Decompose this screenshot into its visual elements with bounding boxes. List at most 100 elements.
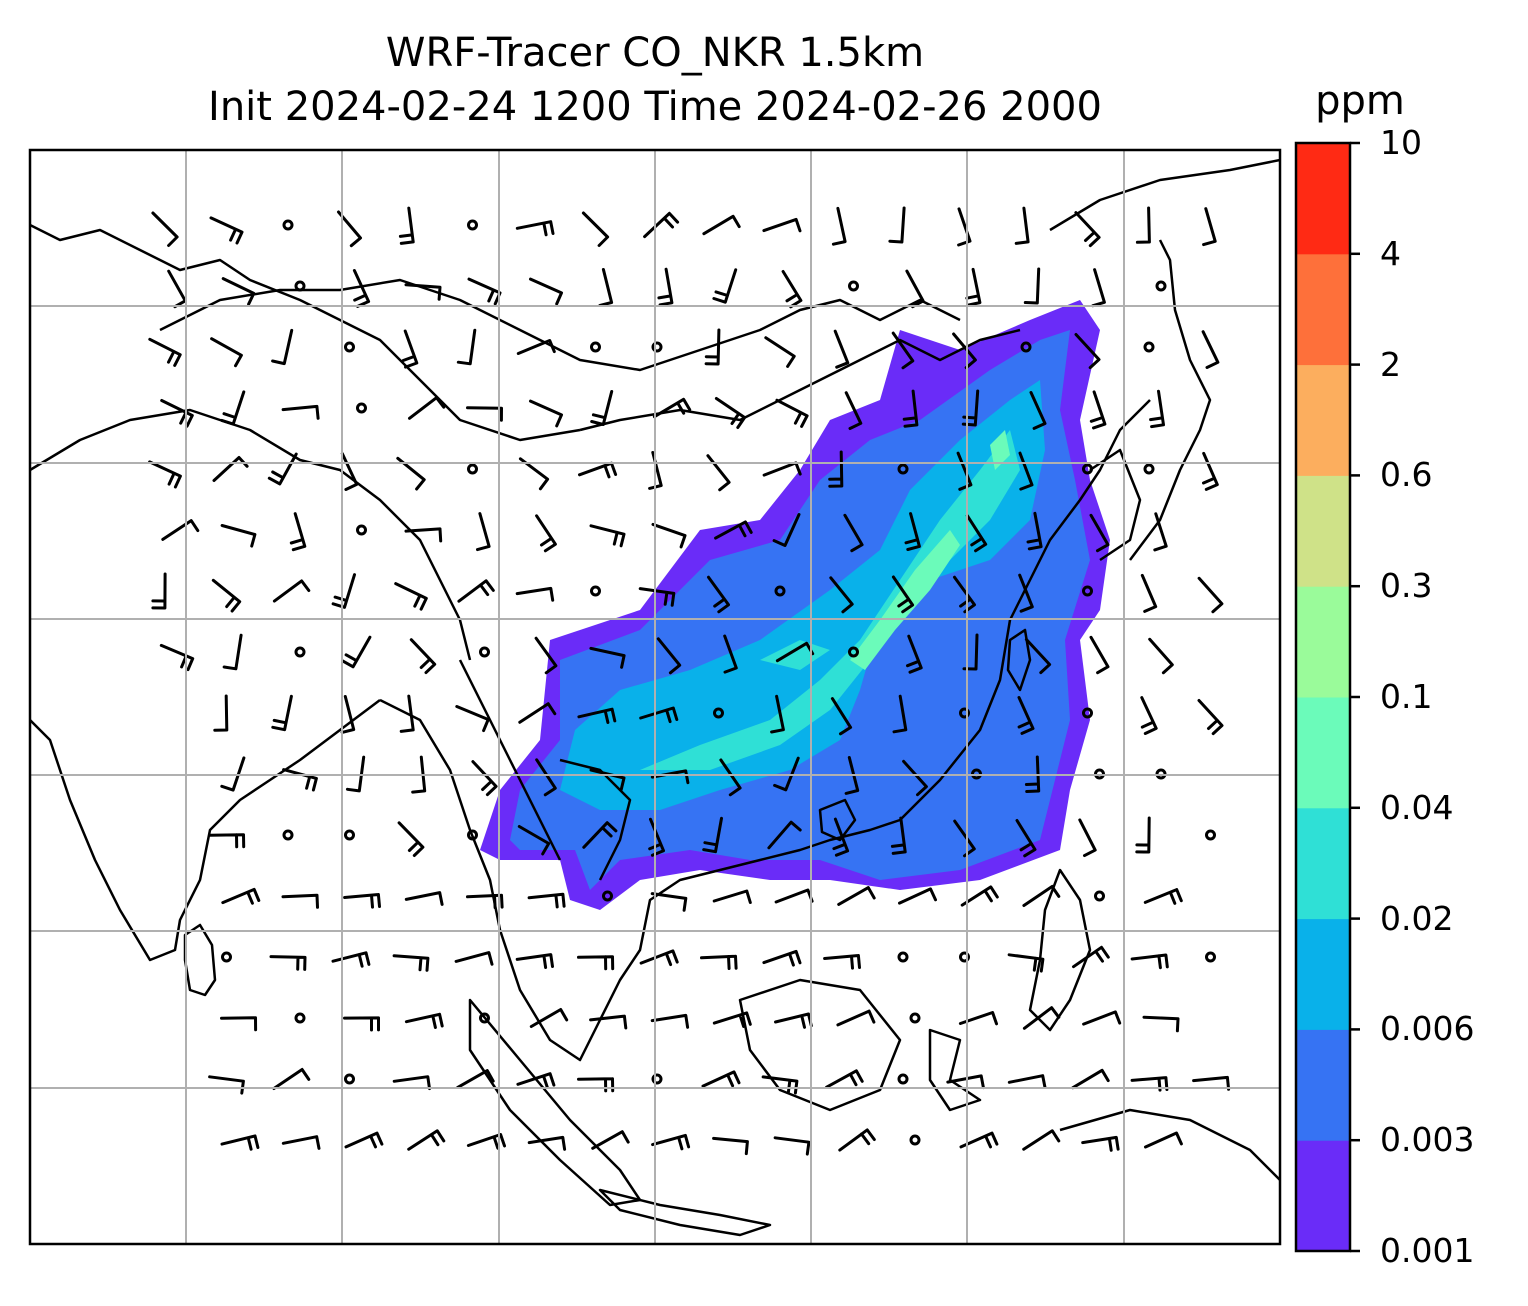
wind-barb <box>220 390 246 426</box>
wind-barb <box>888 206 906 244</box>
calm-wind-circle <box>1205 829 1216 841</box>
coastline-new-guinea <box>1059 1108 1280 1181</box>
wind-barb <box>1015 819 1037 858</box>
wind-barb <box>392 1075 431 1091</box>
calm-wind-circle <box>590 585 601 597</box>
wind-barb <box>272 1068 311 1090</box>
coastline-northeast <box>1049 158 1280 232</box>
wind-barb <box>702 214 741 236</box>
wind-barb <box>833 329 850 369</box>
wind-barb <box>701 1070 741 1088</box>
wind-barb <box>282 768 318 792</box>
wind-barb <box>902 389 919 428</box>
wind-barb <box>1089 635 1110 675</box>
wind-barb <box>965 267 982 307</box>
calm-wind-circle <box>344 1073 355 1085</box>
wind-barb-layer <box>148 206 1231 1156</box>
wind-barb <box>891 331 915 370</box>
map-frame <box>28 148 1282 1246</box>
border-china-mongolia <box>159 278 961 372</box>
calm-wind-circle <box>1205 951 1216 963</box>
wind-barb <box>700 954 738 970</box>
wind-barb <box>151 572 167 610</box>
field-level-004b <box>760 640 830 670</box>
wind-barb <box>212 456 249 482</box>
colorbar-segment <box>1296 807 1350 920</box>
calm-wind-circle <box>344 341 355 353</box>
wind-barb <box>762 949 802 967</box>
wind-barb <box>515 220 555 237</box>
wind-barb <box>965 514 988 553</box>
wind-barb <box>454 951 494 966</box>
wind-barb <box>589 524 626 548</box>
wind-barb <box>723 634 738 674</box>
calm-wind-circle <box>467 219 478 231</box>
wind-barb <box>456 1069 495 1089</box>
calm-wind-circle <box>1082 585 1093 597</box>
wind-barb <box>957 207 972 247</box>
wind-barb <box>781 270 803 309</box>
wind-barb <box>456 328 477 366</box>
calm-wind-circle <box>959 951 970 963</box>
wind-barb <box>340 452 359 491</box>
colorbar-segment <box>1296 364 1350 476</box>
wind-barb <box>148 460 182 489</box>
calm-wind-circle <box>713 707 724 719</box>
calm-wind-circle <box>282 829 294 841</box>
wind-barb <box>476 512 491 552</box>
colorbar-tick-label: 0.006 <box>1380 1009 1475 1049</box>
wind-barb <box>707 575 730 614</box>
wind-barb <box>466 893 504 909</box>
wind-barb <box>289 512 307 552</box>
border-myanmar <box>458 659 562 861</box>
border-central-asia <box>30 223 581 442</box>
calm-wind-circle <box>479 646 490 658</box>
wind-barb <box>1197 576 1224 614</box>
wind-barb <box>1024 638 1052 675</box>
calm-wind-circle <box>356 524 367 536</box>
wind-barb <box>516 339 556 355</box>
coastline-java <box>598 1188 772 1237</box>
calm-wind-circle <box>774 585 786 597</box>
colorbar <box>1294 141 1360 1253</box>
wind-barb <box>1007 953 1045 973</box>
coastline-south-asia <box>30 699 381 962</box>
wind-barb <box>590 390 614 426</box>
wind-barb <box>706 454 731 492</box>
calm-wind-circle <box>909 1134 921 1146</box>
wind-barb <box>1081 1135 1120 1152</box>
coastline-korea <box>1089 448 1142 562</box>
wind-barb <box>891 575 915 614</box>
wind-barb <box>589 646 626 669</box>
wind-barb <box>1143 888 1183 905</box>
wind-barb <box>397 821 425 857</box>
wind-barb <box>829 576 854 614</box>
calm-wind-circle <box>1020 341 1032 353</box>
wind-barb <box>652 397 692 419</box>
wind-barb <box>529 399 563 428</box>
wind-barb <box>221 887 261 905</box>
wind-barb <box>148 337 182 367</box>
wind-barb <box>515 953 554 969</box>
wind-barb <box>712 1011 752 1028</box>
wind-barb <box>457 579 495 603</box>
wind-barb <box>577 955 615 971</box>
wind-barb <box>774 888 814 904</box>
field-level-004 <box>640 430 1020 770</box>
wind-barb <box>704 328 721 366</box>
wind-barb <box>844 391 863 430</box>
wind-barb <box>1017 696 1035 735</box>
wind-barb <box>774 1012 813 1029</box>
field-level-01b <box>990 430 1010 470</box>
wind-barb <box>211 578 242 613</box>
wind-barb <box>161 519 200 541</box>
wind-barb <box>1202 451 1219 491</box>
wind-barb <box>1082 1010 1122 1026</box>
calm-wind-circle <box>897 463 909 475</box>
wind-barb <box>1197 699 1224 736</box>
gridlines <box>30 150 1280 1244</box>
wind-barb <box>167 269 187 309</box>
wind-barb <box>208 833 246 849</box>
wind-barb <box>1007 1074 1047 1089</box>
wind-barb <box>651 1133 691 1151</box>
